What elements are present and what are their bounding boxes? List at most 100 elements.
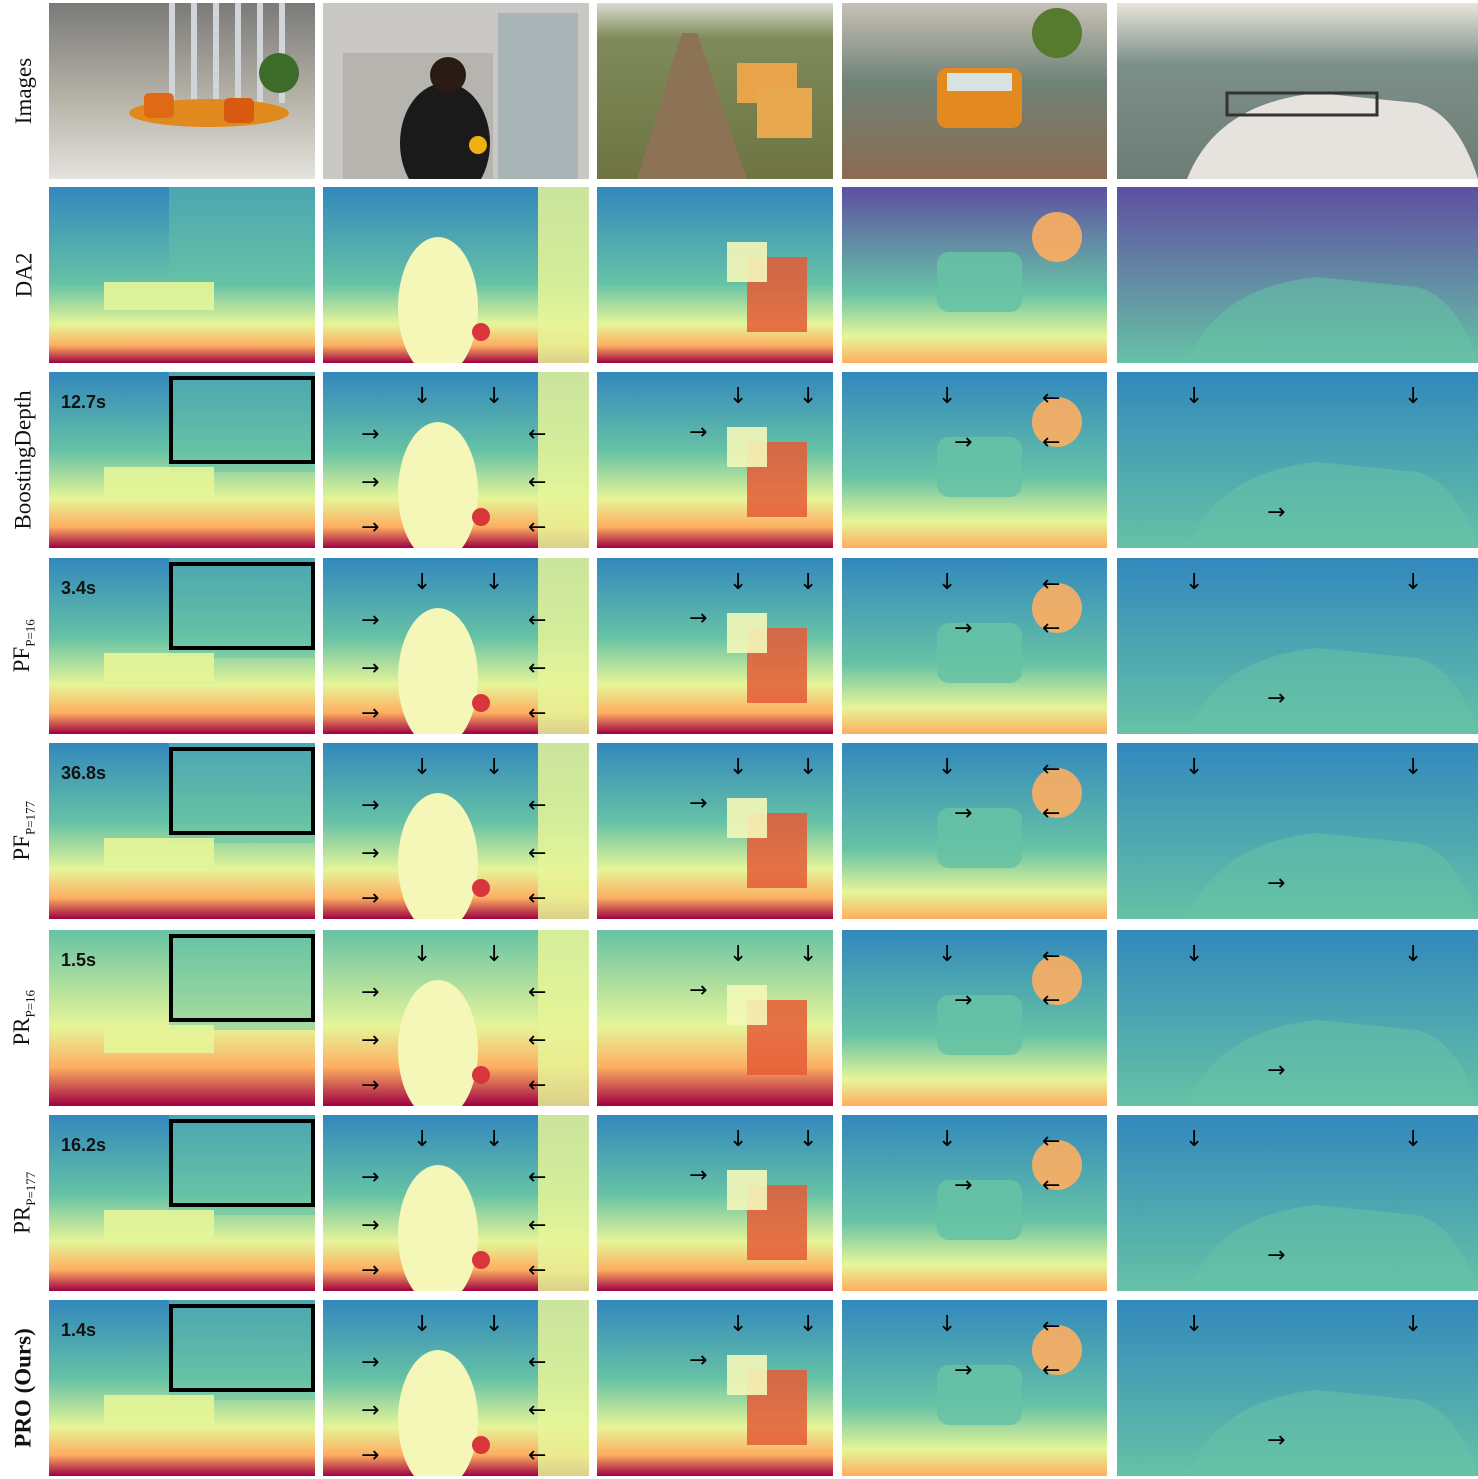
arrow-left-icon: ← — [528, 1398, 547, 1423]
row-label-subscript: P=177 — [22, 801, 38, 836]
row-label-text: BoostingDepth — [11, 390, 36, 530]
arrow-down-icon: ↓ — [799, 755, 818, 780]
depth-map-path-bench-scene: ↓ ↓ → — [597, 743, 833, 919]
arrow-down-icon: ↓ — [485, 570, 504, 595]
arrow-down-icon: ↓ — [729, 1127, 748, 1152]
arrow-right-icon: → — [361, 980, 380, 1005]
highlight-box — [169, 1119, 315, 1207]
depth-map-van-scene: ↓ ← → ← — [842, 1300, 1107, 1476]
depth-map-van-scene: ↓ ← → ← — [842, 372, 1107, 548]
input-image-lobby-scene — [49, 3, 315, 179]
arrow-right-icon: → — [689, 1163, 708, 1188]
arrow-down-icon: ↓ — [799, 570, 818, 595]
arrow-right-icon: → — [361, 422, 380, 447]
arrow-right-icon: → — [361, 1258, 380, 1283]
arrow-down-icon: ↓ — [413, 570, 432, 595]
depth-map-van-closeup-scene — [1117, 187, 1478, 363]
arrow-down-icon: ↓ — [1404, 755, 1423, 780]
arrow-right-icon: → — [689, 978, 708, 1003]
arrow-left-icon: ← — [1042, 386, 1061, 411]
highlight-box — [169, 934, 315, 1022]
arrow-down-icon: ↓ — [485, 1312, 504, 1337]
arrow-right-icon: → — [954, 988, 973, 1013]
arrow-down-icon: ↓ — [799, 1312, 818, 1337]
depth-map-van-closeup-scene: ↓ ↓ → — [1117, 372, 1478, 548]
arrow-left-icon: ← — [528, 1258, 547, 1283]
input-image-van-closeup-scene — [1117, 3, 1478, 179]
depth-map-van-closeup-scene: ↓ ↓ → — [1117, 1300, 1478, 1476]
arrow-down-icon: ↓ — [1404, 1127, 1423, 1152]
depth-map-woman-sunflower-scene: ↓ ↓ → → → ← ← ← — [323, 372, 589, 548]
arrow-right-icon: → — [361, 1443, 380, 1468]
depth-map-van-closeup-scene: ↓ ↓ → — [1117, 743, 1478, 919]
depth-map-woman-sunflower-scene: ↓ ↓ → → → ← ← ← — [323, 1115, 589, 1291]
arrow-down-icon: ↓ — [938, 1127, 957, 1152]
arrow-left-icon: ← — [528, 886, 547, 911]
arrow-right-icon: → — [1267, 871, 1286, 896]
arrow-right-icon: → — [954, 1173, 973, 1198]
arrow-right-icon: → — [361, 1398, 380, 1423]
row-label-text: DA2 — [10, 252, 36, 298]
depth-map-path-bench-scene: ↓ ↓ → — [597, 372, 833, 548]
depth-map-lobby-scene: 1.4s — [49, 1300, 315, 1476]
arrow-right-icon: → — [1267, 500, 1286, 525]
row-label-pr16: PRP=16 — [0, 930, 48, 1106]
depth-map-van-scene: ↓ ← → ← — [842, 743, 1107, 919]
arrow-right-icon: → — [361, 515, 380, 540]
arrow-down-icon: ↓ — [1404, 384, 1423, 409]
arrow-right-icon: → — [361, 656, 380, 681]
depth-map-woman-sunflower-scene: ↓ ↓ → → → ← ← ← — [323, 930, 589, 1106]
arrow-down-icon: ↓ — [413, 942, 432, 967]
arrow-down-icon: ↓ — [938, 1312, 957, 1337]
depth-map-path-bench-scene — [597, 187, 833, 363]
arrow-down-icon: ↓ — [1185, 570, 1204, 595]
depth-map-lobby-scene — [49, 187, 315, 363]
arrow-left-icon: ← — [1042, 1129, 1061, 1154]
depth-map-van-closeup-scene: ↓ ↓ → — [1117, 930, 1478, 1106]
arrow-left-icon: ← — [1042, 801, 1061, 826]
row-label-subscript: P=177 — [22, 1171, 38, 1206]
arrow-left-icon: ← — [528, 1165, 547, 1190]
depth-map-woman-sunflower-scene: ↓ ↓ → → → ← ← ← — [323, 1300, 589, 1476]
arrow-down-icon: ↓ — [938, 755, 957, 780]
arrow-left-icon: ← — [1042, 572, 1061, 597]
depth-map-van-closeup-scene: ↓ ↓ → — [1117, 1115, 1478, 1291]
arrow-left-icon: ← — [528, 515, 547, 540]
arrow-down-icon: ↓ — [729, 384, 748, 409]
row-label-pr177: PRP=177 — [0, 1115, 48, 1291]
arrow-right-icon: → — [954, 1358, 973, 1383]
depth-map-lobby-scene: 1.5s — [49, 930, 315, 1106]
arrow-left-icon: ← — [528, 1350, 547, 1375]
arrow-down-icon: ↓ — [413, 384, 432, 409]
arrow-down-icon: ↓ — [485, 384, 504, 409]
arrow-left-icon: ← — [1042, 616, 1061, 641]
depth-map-path-bench-scene: ↓ ↓ → — [597, 1115, 833, 1291]
arrow-down-icon: ↓ — [413, 1312, 432, 1337]
input-image-woman-sunflower-scene — [323, 3, 589, 179]
arrow-right-icon: → — [361, 1165, 380, 1190]
highlight-box — [169, 376, 315, 464]
arrow-right-icon: → — [689, 606, 708, 631]
arrow-left-icon: ← — [1042, 1173, 1061, 1198]
arrow-left-icon: ← — [528, 1213, 547, 1238]
arrow-left-icon: ← — [528, 1028, 547, 1053]
runtime-label: 36.8s — [61, 763, 107, 783]
arrow-right-icon: → — [954, 430, 973, 455]
depth-map-path-bench-scene: ↓ ↓ → — [597, 558, 833, 734]
arrow-down-icon: ↓ — [1404, 570, 1423, 595]
arrow-down-icon: ↓ — [413, 755, 432, 780]
depth-map-van-scene — [842, 187, 1107, 363]
row-label-text: PR — [9, 1205, 35, 1235]
arrow-left-icon: ← — [1042, 1358, 1061, 1383]
arrow-down-icon: ↓ — [938, 942, 957, 967]
arrow-right-icon: → — [361, 886, 380, 911]
row-label-text: PF — [9, 835, 35, 861]
arrow-down-icon: ↓ — [938, 570, 957, 595]
row-label-subscript: P=16 — [22, 990, 38, 1018]
arrow-right-icon: → — [1267, 1428, 1286, 1453]
arrow-down-icon: ↓ — [729, 1312, 748, 1337]
arrow-down-icon: ↓ — [485, 942, 504, 967]
arrow-right-icon: → — [361, 1073, 380, 1098]
runtime-label: 1.4s — [61, 1320, 97, 1340]
arrow-down-icon: ↓ — [1185, 1312, 1204, 1337]
